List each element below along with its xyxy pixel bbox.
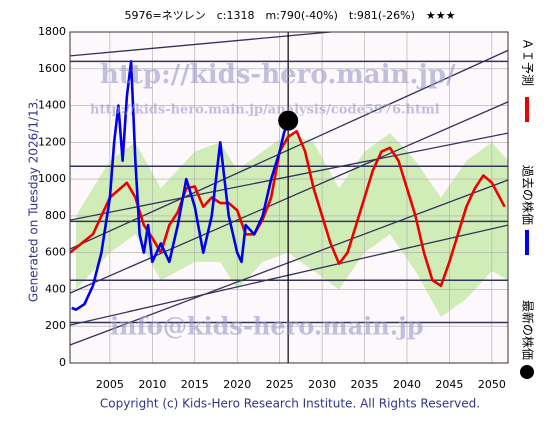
legend-swatch <box>520 365 534 379</box>
legend-label: 最新の株価 <box>521 300 536 360</box>
watermark: http://kids-hero.main.jp/analysis/code59… <box>90 103 440 118</box>
plot-frame <box>69 31 509 364</box>
x-tick-label: 2030 <box>308 378 336 391</box>
x-tick-label: 2025 <box>266 378 294 391</box>
x-tick-label: 2040 <box>393 378 421 391</box>
x-tick-label: 2020 <box>223 378 251 391</box>
x-tick-label: 2010 <box>138 378 166 391</box>
chart-title: 5976=ネツレン c:1318 m:790(-40%) t:981(-26%)… <box>125 9 456 22</box>
x-tick-label: 2050 <box>478 378 506 391</box>
x-tick-label: 2045 <box>435 378 463 391</box>
y-tick-label: 400 <box>45 282 66 295</box>
footer: Copyright (c) Kids-Hero Research Institu… <box>100 397 480 411</box>
y-tick-label: 800 <box>45 209 66 222</box>
series-line <box>70 130 506 288</box>
trend-line <box>70 179 508 346</box>
y-tick-label: 200 <box>45 319 66 332</box>
trend-line <box>70 132 508 221</box>
y-tick-label: 0 <box>59 356 66 369</box>
trend-line <box>70 101 508 294</box>
watermark: http://kids-hero.main.jp/ <box>100 60 456 90</box>
trend-line <box>70 49 508 250</box>
legend-label: 過去の株価 <box>521 165 536 225</box>
y-tick-label: 1000 <box>38 172 66 185</box>
side-note: Generated on Tuesday 2026/1/13. <box>27 98 41 302</box>
trend-line <box>70 224 508 326</box>
legend-label: ＡＩ予測 <box>521 38 535 86</box>
y-tick-label: 1800 <box>38 25 66 38</box>
x-tick-label: 2005 <box>96 378 124 391</box>
latest-point <box>278 110 299 131</box>
x-tick-label: 2035 <box>351 378 379 391</box>
x-tick-label: 2015 <box>181 378 209 391</box>
y-tick-label: 1200 <box>38 135 66 148</box>
y-tick-label: 1600 <box>38 62 66 75</box>
plot <box>70 32 508 363</box>
trend-line <box>70 32 331 57</box>
watermark: info@kids-hero.main.jp <box>110 312 424 341</box>
y-tick-label: 600 <box>45 246 66 259</box>
y-tick-label: 1400 <box>38 99 66 112</box>
series-line <box>71 60 290 311</box>
